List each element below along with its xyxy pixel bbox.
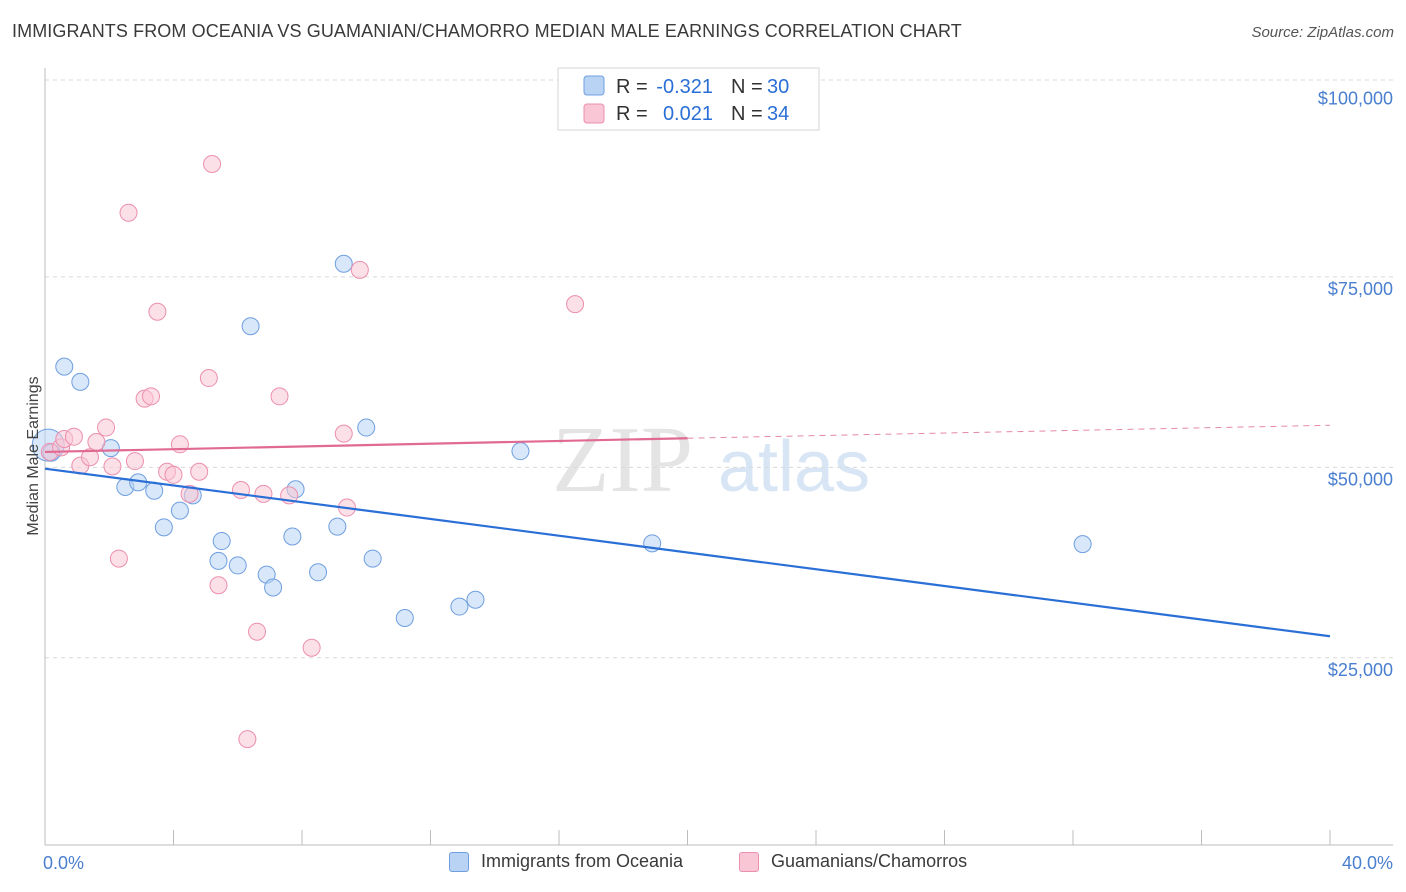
point-oceania-26 — [511, 442, 530, 461]
legend-r-value-2: 0.021 — [663, 103, 713, 125]
point-guamanian-6 — [87, 433, 106, 452]
point-guamanian-33 — [566, 295, 585, 314]
point-oceania-18 — [309, 563, 328, 582]
trend-lines — [44, 424, 1331, 638]
point-oceania-28 — [1073, 535, 1092, 554]
legend-n-label-1: N = — [731, 76, 763, 98]
data-points — [31, 154, 1092, 749]
point-guamanian-10 — [119, 203, 138, 222]
x-tick-label-min: 0.0% — [43, 853, 84, 873]
point-oceania-1 — [55, 357, 74, 376]
legend-label-guamanian: Guamanians/Chamorros — [771, 851, 968, 871]
point-guamanian-30 — [334, 424, 353, 443]
legend-n-label-2: N = — [731, 103, 763, 125]
chart-title: IMMIGRANTS FROM OCEANIA VS GUAMANIAN/CHA… — [12, 21, 962, 41]
correlation-legend: R = -0.321 N = 30 R = 0.021 N = 34 — [557, 67, 820, 131]
point-oceania-19 — [328, 517, 347, 536]
y-tick-label-75000: $75,000 — [1328, 279, 1393, 299]
point-guamanian-27 — [270, 387, 289, 406]
point-guamanian-3 — [64, 427, 83, 446]
watermark-zip: ZIP — [552, 408, 693, 512]
point-oceania-13 — [241, 317, 260, 336]
legend-swatch-oceania — [449, 851, 469, 872]
point-guamanian-9 — [109, 549, 128, 568]
point-guamanian-18 — [180, 484, 199, 503]
legend-swatch-blue — [583, 75, 605, 96]
legend-swatch-guamanian — [739, 851, 759, 872]
y-tick-label-50000: $50,000 — [1328, 469, 1393, 489]
point-oceania-7 — [154, 518, 173, 537]
point-oceania-12 — [228, 556, 247, 575]
legend-r-label-1: R = — [616, 76, 648, 98]
source-credit: Source: ZipAtlas.com — [1251, 24, 1394, 41]
trend-line-oceania — [44, 467, 1331, 638]
point-guamanian-19 — [190, 462, 209, 481]
point-oceania-6 — [145, 481, 164, 500]
legend-swatch-pink — [583, 103, 605, 124]
y-tick-labels: $25,000 $50,000 $75,000 $100,000 — [1318, 88, 1393, 679]
legend-n-value-2: 34 — [767, 103, 789, 125]
series-legend: Immigrants from Oceania Guamanians/Chamo… — [0, 851, 1406, 879]
y-tick-label-25000: $25,000 — [1328, 660, 1393, 680]
point-guamanian-26 — [254, 484, 273, 503]
point-oceania-22 — [363, 549, 382, 568]
point-guamanian-21 — [203, 154, 222, 173]
legend-item-guamanian: Guamanians/Chamorros — [739, 851, 967, 872]
point-oceania-25 — [466, 590, 485, 609]
y-axis-label: Median Male Earnings — [25, 376, 42, 535]
point-oceania-2 — [71, 372, 90, 391]
point-guamanian-22 — [209, 576, 228, 595]
point-oceania-21 — [357, 418, 376, 437]
trend-line-guamanian — [44, 437, 688, 454]
point-guamanian-25 — [248, 622, 267, 641]
legend-r-label-2: R = — [616, 103, 648, 125]
legend-r-value-1: -0.321 — [656, 76, 713, 98]
legend-n-value-1: 30 — [767, 76, 789, 98]
point-oceania-11 — [212, 532, 231, 551]
point-oceania-23 — [395, 608, 414, 627]
x-ticks — [44, 830, 1331, 845]
gridlines — [45, 79, 1393, 659]
point-guamanian-29 — [302, 638, 321, 657]
point-oceania-24 — [450, 597, 469, 616]
point-guamanian-20 — [199, 369, 218, 388]
legend-label-oceania: Immigrants from Oceania — [481, 851, 684, 871]
point-guamanian-11 — [125, 452, 144, 471]
point-guamanian-7 — [97, 418, 116, 437]
trend-line-guamanian-extension — [687, 424, 1331, 439]
y-tick-label-100000: $100,000 — [1318, 88, 1393, 108]
point-oceania-8 — [170, 501, 189, 520]
point-oceania-15 — [264, 578, 283, 597]
point-guamanian-14 — [148, 302, 167, 321]
point-guamanian-5 — [80, 448, 99, 467]
point-oceania-20 — [334, 254, 353, 273]
point-guamanian-32 — [350, 260, 369, 279]
point-oceania-17 — [283, 527, 302, 546]
point-guamanian-16 — [164, 465, 183, 484]
point-guamanian-24 — [238, 730, 257, 749]
x-tick-label-max: 40.0% — [1342, 853, 1393, 873]
point-guamanian-8 — [103, 457, 122, 476]
point-oceania-10 — [209, 551, 228, 570]
point-guamanian-13 — [142, 387, 161, 406]
legend-item-oceania: Immigrants from Oceania — [449, 851, 683, 872]
